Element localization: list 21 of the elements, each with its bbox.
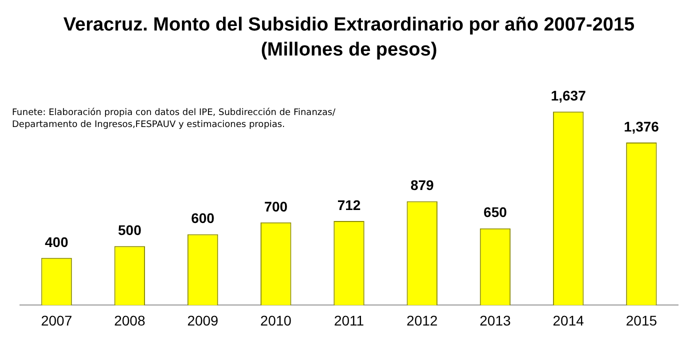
x-tick-label: 2007 — [40, 312, 72, 328]
data-label: 700 — [264, 198, 288, 214]
data-label: 1,376 — [624, 118, 660, 134]
data-label: 712 — [337, 196, 361, 213]
data-label: 400 — [44, 234, 68, 250]
x-tick-label: 2009 — [187, 312, 219, 328]
x-tick-label: 2011 — [334, 312, 364, 328]
x-tick-label: 2014 — [552, 312, 584, 328]
x-tick-label: 2012 — [406, 312, 438, 328]
data-label: 600 — [191, 210, 215, 226]
chart-title: Veracruz. Monto del Subsidio Extraordinario por año 2007-2015 — [63, 14, 636, 36]
x-tick-label: 2015 — [626, 312, 658, 328]
data-label: 650 — [484, 204, 508, 220]
data-label: 879 — [410, 177, 434, 194]
data-label: 1,637 — [550, 87, 586, 104]
x-tick-label: 2008 — [114, 312, 146, 328]
x-tick-label: 2013 — [480, 312, 512, 328]
annotation: Funete: Elaboración propia con datos del IPE, Subdirección de Finanzas/ Departamento de Ingresos,FESPAUV y estimaciones propias. — [12, 107, 336, 131]
chart-subtitle: (Millones de pesos) — [260, 39, 438, 60]
x-tick-label: 2010 — [260, 312, 292, 328]
data-label: 500 — [118, 222, 142, 238]
